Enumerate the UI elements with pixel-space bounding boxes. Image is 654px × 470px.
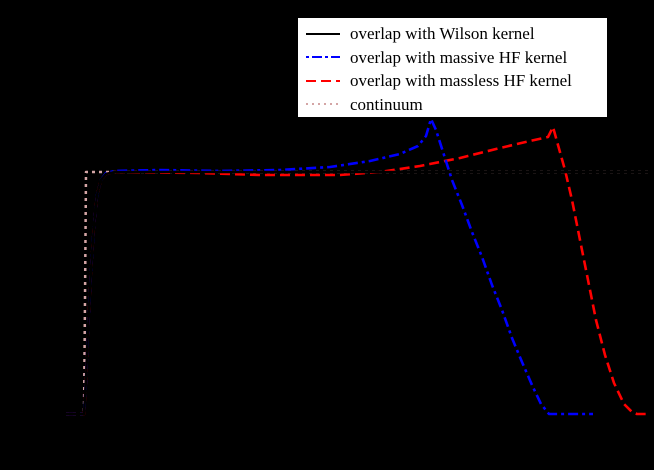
legend: overlap with Wilson kernel overlap with … — [298, 18, 607, 117]
legend-swatch-solid-icon — [306, 32, 340, 35]
legend-item-continuum: continuum — [306, 93, 607, 117]
legend-item-massless-hf: overlap with massless HF kernel — [306, 69, 607, 93]
series-layer — [66, 117, 650, 416]
legend-label: overlap with Wilson kernel — [350, 24, 535, 44]
legend-swatch-dashed-icon — [306, 79, 340, 82]
legend-swatch-dotted-icon — [306, 103, 340, 106]
series-line — [66, 170, 648, 416]
legend-swatch-dashdot-icon — [306, 56, 340, 59]
legend-item-massive-hf: overlap with massive HF kernel — [306, 46, 607, 70]
legend-item-wilson: overlap with Wilson kernel — [306, 22, 607, 46]
legend-label: overlap with massive HF kernel — [350, 47, 568, 67]
legend-label: continuum — [350, 94, 423, 114]
legend-label: overlap with massless HF kernel — [350, 71, 572, 91]
